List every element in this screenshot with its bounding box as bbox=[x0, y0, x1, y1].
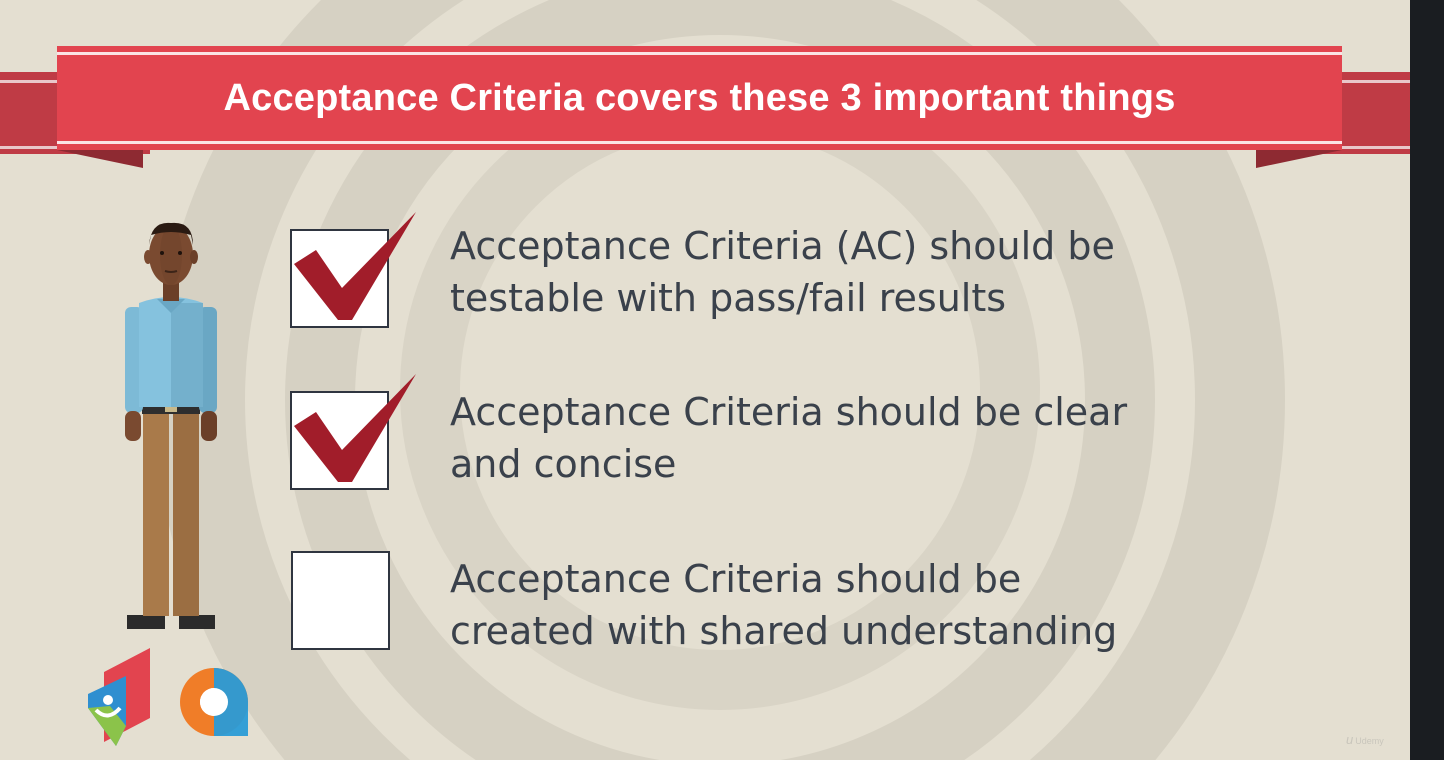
criteria-item-3-line2: created with shared understanding bbox=[450, 609, 1118, 653]
ribbon-stripe bbox=[1342, 80, 1410, 83]
criteria-item-1: Acceptance Criteria (AC) should be testa… bbox=[450, 220, 1210, 324]
person-illustration bbox=[125, 222, 217, 629]
ribbon-stripe bbox=[1342, 146, 1410, 149]
banner-line bbox=[57, 52, 1342, 55]
checkbox-shared-understanding bbox=[291, 551, 390, 650]
title-banner: Acceptance Criteria covers these 3 impor… bbox=[57, 46, 1342, 150]
criteria-item-2-line2: and concise bbox=[450, 442, 677, 486]
criteria-item-2: Acceptance Criteria should be clear and … bbox=[450, 386, 1210, 490]
ribbon-fold-left bbox=[57, 150, 143, 168]
udemy-mark-icon: u bbox=[1346, 732, 1354, 747]
criteria-item-2-line1: Acceptance Criteria should be clear bbox=[450, 390, 1128, 434]
red-checkmark-icon bbox=[294, 374, 416, 482]
logo-blue-red bbox=[88, 648, 150, 746]
udemy-watermark: u Udemy bbox=[1346, 732, 1384, 747]
video-frame: Acceptance Criteria covers these 3 impor… bbox=[0, 0, 1410, 760]
criteria-item-3: Acceptance Criteria should be created wi… bbox=[450, 553, 1210, 657]
logo-orange-circle bbox=[180, 668, 248, 736]
criteria-item-1-line2: testable with pass/fail results bbox=[450, 276, 1007, 320]
criteria-item-3-line1: Acceptance Criteria should be bbox=[450, 557, 1022, 601]
player-side-panel bbox=[1410, 0, 1444, 760]
banner-line bbox=[57, 141, 1342, 144]
ribbon-stripe bbox=[0, 146, 60, 149]
udemy-label: Udemy bbox=[1355, 736, 1384, 746]
slide-title: Acceptance Criteria covers these 3 impor… bbox=[223, 77, 1176, 119]
ribbon-fold-right bbox=[1256, 150, 1342, 168]
red-checkmark-icon bbox=[294, 212, 416, 320]
criteria-item-1-line1: Acceptance Criteria (AC) should be bbox=[450, 224, 1115, 268]
ribbon-stripe bbox=[0, 80, 60, 83]
